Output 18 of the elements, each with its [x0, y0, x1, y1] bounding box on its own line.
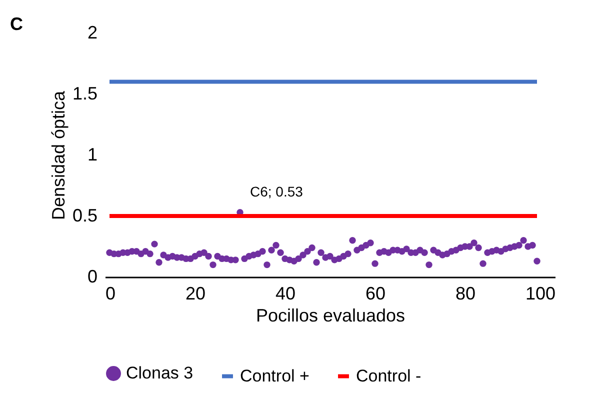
y-tick-label: 2 [87, 22, 98, 42]
x-tick-label: 60 [365, 284, 386, 304]
x-tick-label: 20 [185, 284, 206, 304]
y-tick-label: 0.5 [72, 206, 98, 226]
legend-label: Clonas 3 [126, 364, 194, 383]
y-tick-label: 0 [87, 266, 98, 286]
y-axis-title: Densidad óptica [48, 90, 68, 220]
legend-label: Control + [240, 366, 310, 386]
x-tick-label: 0 [106, 284, 116, 304]
x-axis-title: Pocillos evaluados [256, 306, 406, 326]
y-tick-label: 1 [87, 144, 98, 164]
annotation: C6; 0.53 [250, 183, 304, 200]
legend-label: Control - [356, 366, 422, 386]
y-tick-label: 1.5 [72, 84, 98, 104]
x-tick-label: 100 [525, 284, 556, 304]
x-tick-label: 80 [455, 284, 476, 304]
chart-title: C [10, 14, 23, 34]
x-tick-label: 40 [275, 284, 296, 304]
